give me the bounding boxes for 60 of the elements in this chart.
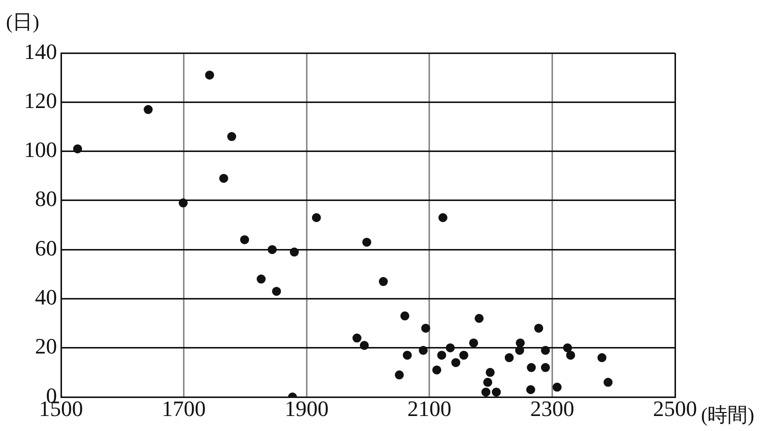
y-tick-label: 40 (35, 284, 57, 310)
point (552, 382, 562, 392)
point (362, 238, 372, 247)
x-tick-label: 2100 (407, 396, 452, 421)
x-tick-label: 1700 (162, 396, 206, 421)
point (526, 385, 536, 394)
point (73, 144, 82, 154)
point (540, 346, 550, 355)
point (486, 368, 495, 377)
x-axis-title: (時間) (701, 404, 754, 426)
point (437, 350, 446, 360)
x-tick-label: 2500 (653, 396, 697, 421)
point (540, 363, 550, 372)
point (563, 343, 572, 352)
point (205, 70, 214, 80)
point (469, 338, 478, 348)
point (438, 213, 448, 222)
point (526, 363, 536, 372)
x-tick-label: 1900 (284, 396, 329, 421)
point (566, 350, 576, 360)
y-tick-label: 80 (35, 186, 57, 212)
y-tick-label: 20 (35, 334, 57, 359)
point (418, 346, 428, 355)
point (402, 350, 412, 360)
point (227, 132, 236, 142)
point (352, 334, 362, 343)
point (144, 105, 153, 114)
point (360, 340, 369, 350)
point (378, 277, 388, 286)
point (504, 353, 514, 362)
point (290, 248, 299, 257)
point (474, 314, 484, 323)
point (178, 198, 188, 208)
point (432, 365, 442, 374)
point (219, 174, 228, 183)
point (446, 343, 455, 352)
point (515, 346, 524, 355)
point (400, 311, 410, 320)
y-tick-label: 140 (24, 38, 57, 64)
point (604, 378, 613, 387)
point (268, 245, 277, 254)
point (597, 353, 606, 362)
point (421, 324, 430, 333)
y-axis-title: (日) (6, 11, 40, 34)
point (459, 350, 468, 360)
point (483, 378, 492, 387)
point (272, 286, 282, 296)
point (256, 274, 266, 284)
point (492, 388, 501, 397)
x-tick-label: 2300 (530, 396, 574, 421)
y-tick-label: 120 (24, 88, 57, 113)
point (312, 213, 321, 222)
point (240, 235, 250, 244)
point (394, 370, 404, 380)
y-tick-label: 60 (35, 235, 57, 260)
point (451, 358, 460, 368)
y-tick-label: 100 (24, 137, 57, 162)
point (534, 324, 544, 333)
point (481, 388, 490, 397)
point (516, 338, 525, 348)
